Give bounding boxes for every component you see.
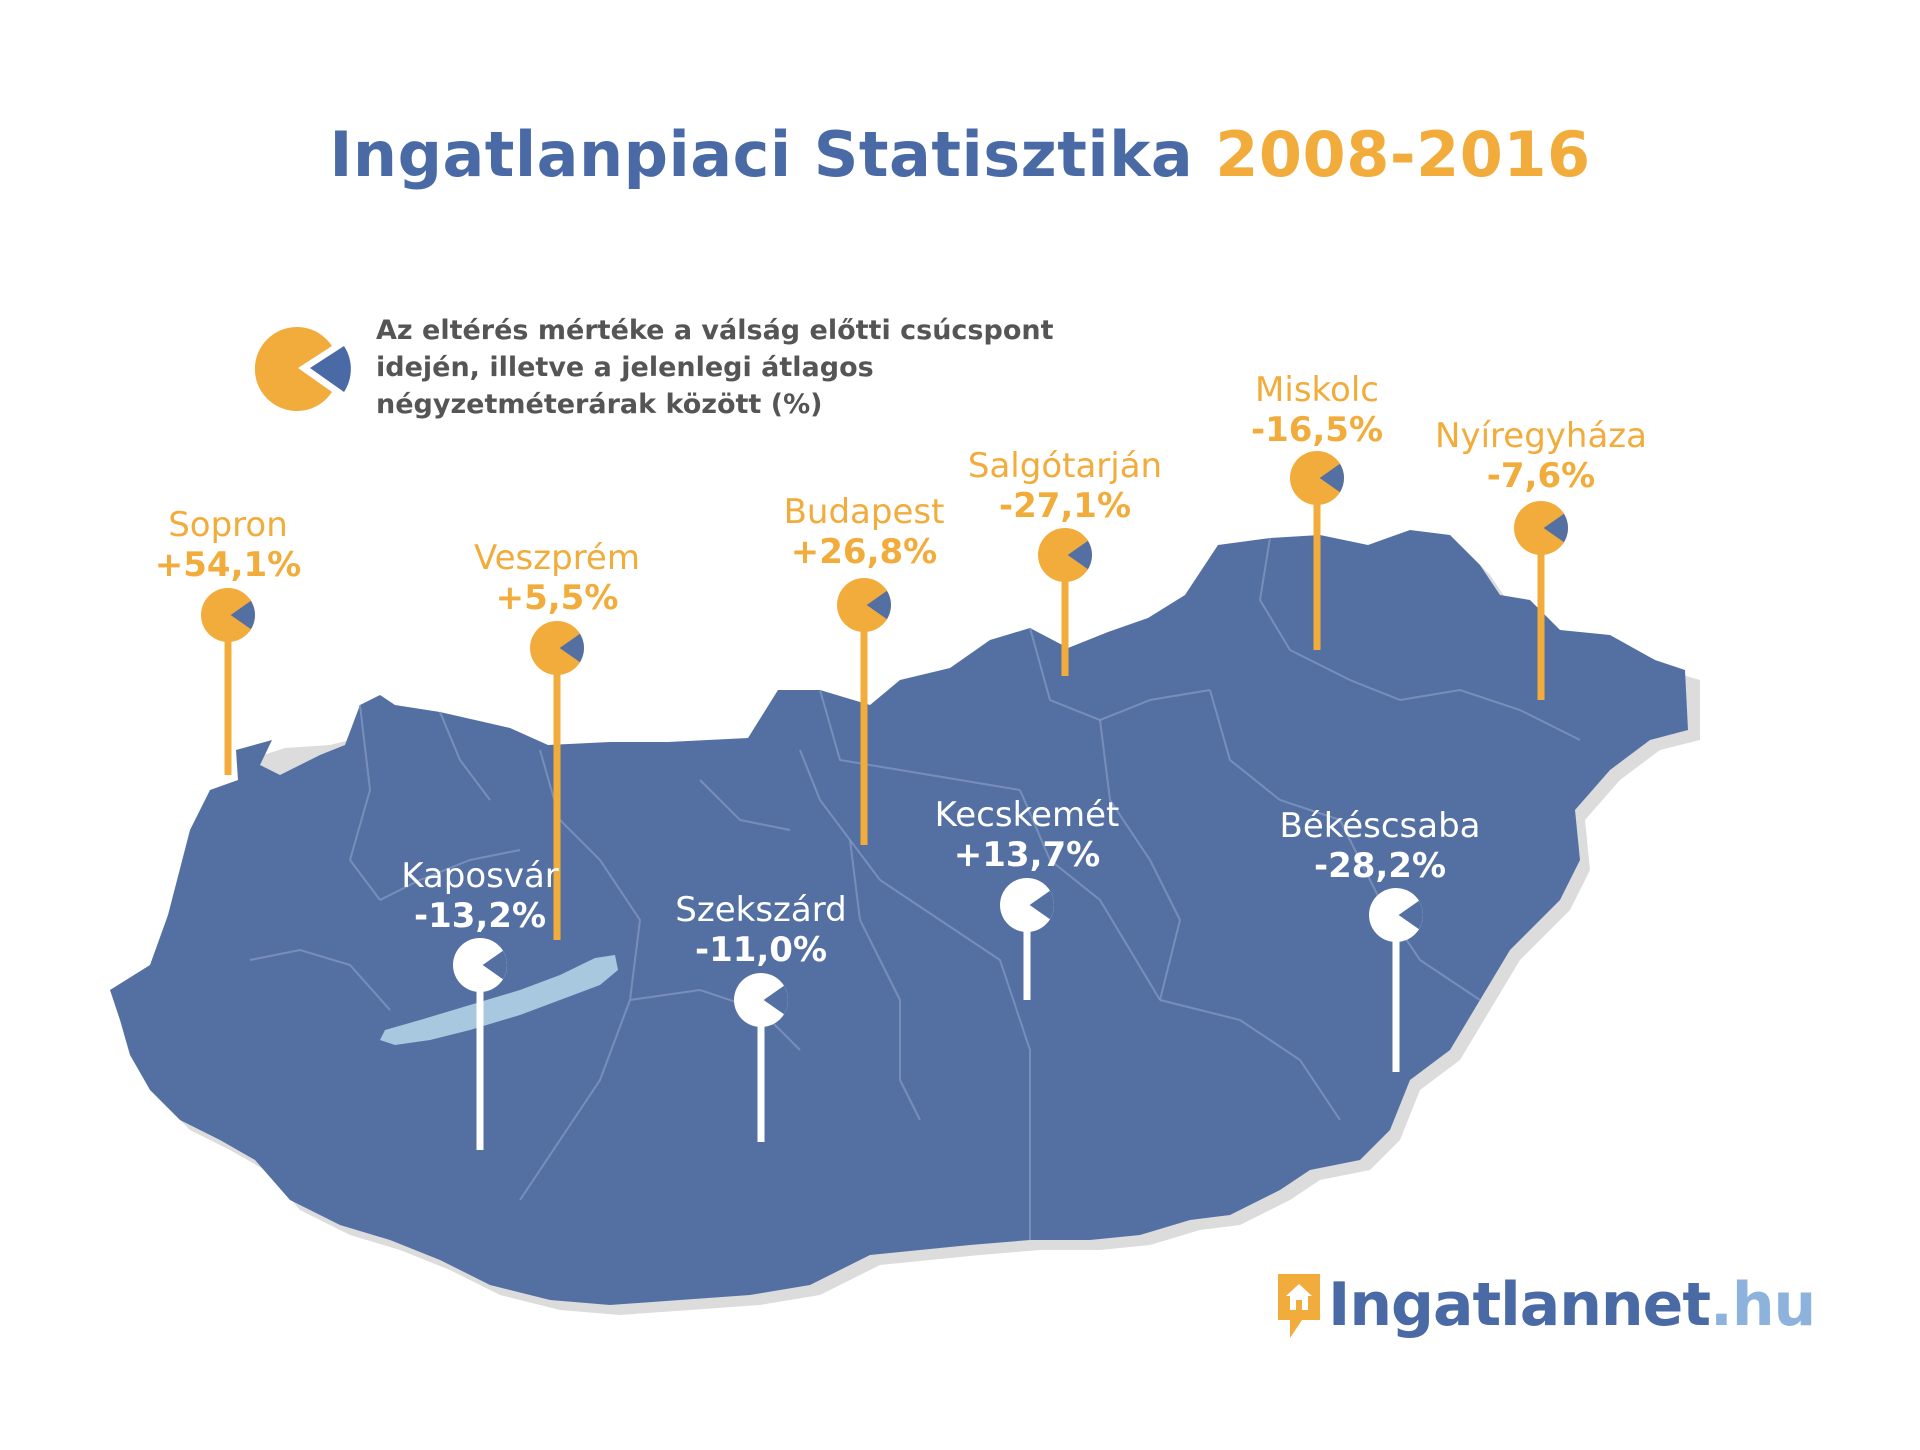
page-title: Ingatlanpiaci Statisztika 2008-2016 (0, 118, 1920, 191)
city-name: Budapest (783, 492, 945, 532)
city-name: Kecskemét (934, 795, 1120, 835)
city-name: Miskolc (1255, 370, 1379, 410)
title-years: 2008-2016 (1215, 118, 1591, 191)
pin-stem (1023, 905, 1031, 1000)
city-label-sopron: Sopron +54,1% (155, 505, 301, 585)
city-pins (201, 451, 1568, 1150)
country-shape (110, 530, 1688, 1305)
legend-text: Az eltérés mértéke a válság előtti csúcs… (376, 312, 1054, 423)
city-name: Nyíregyháza (1435, 416, 1647, 456)
lake-balaton (380, 955, 618, 1045)
pin-pie-icon (1290, 451, 1344, 505)
city-value: +13,7% (953, 835, 1101, 875)
city-value: -27,1% (998, 486, 1132, 526)
legend-line-1: Az eltérés mértéke a válság előtti csúcs… (376, 315, 1054, 346)
city-label-bekescsaba: Békéscsaba -28,2% (1279, 806, 1480, 886)
legend-line-2: idején, illetve a jelenlegi átlagos (376, 352, 874, 383)
city-value: -7,6% (1486, 456, 1596, 496)
pin-stem (757, 1000, 765, 1142)
pin-stem (476, 965, 484, 1150)
city-value: +26,8% (790, 532, 938, 572)
legend-line-3: négyzetméterárak között (%) (376, 389, 823, 420)
title-main: Ingatlanpiaci Statisztika (329, 118, 1194, 191)
legend: Az eltérés mértéke a válság előtti csúcs… (248, 312, 1108, 422)
pin-pie-icon (734, 973, 789, 1027)
pin-pie-icon (530, 621, 585, 675)
pin-stem (860, 605, 868, 845)
pin-stem (1392, 915, 1400, 1072)
pin-stem (1313, 478, 1321, 650)
legend-pie-icon (254, 327, 351, 411)
pin-stem (1537, 528, 1545, 700)
brand-text: Ingatlannet (1328, 1270, 1711, 1340)
pin-stem (1061, 555, 1069, 676)
city-label-nyiregyhaza: Nyíregyháza -7,6% (1435, 416, 1647, 496)
city-name: Salgótarján (967, 446, 1163, 486)
pin-pie-icon (201, 588, 255, 642)
brand-name: Ingatlannet.hu (1328, 1270, 1816, 1340)
city-label-salgotarjan: Salgótarján -27,1% (968, 446, 1162, 526)
city-value: -16,5% (1250, 410, 1384, 450)
city-name: Békéscsaba (1279, 806, 1481, 846)
pin-pie-icon (453, 938, 508, 992)
city-label-kecskemet: Kecskemét +13,7% (935, 795, 1120, 875)
city-value: -13,2% (413, 896, 547, 936)
pin-pie-icon (837, 578, 891, 632)
house-pin-icon (1278, 1274, 1320, 1338)
city-label-miskolc: Miskolc -16,5% (1251, 370, 1383, 450)
county-borders (249, 537, 1581, 1240)
city-name: Veszprém (474, 538, 640, 578)
city-value: -28,2% (1313, 846, 1447, 886)
city-value: -11,0% (694, 930, 828, 970)
city-label-kaposvar: Kaposvár -13,2% (401, 856, 559, 936)
city-name: Kaposvár (401, 856, 559, 896)
pin-pie-icon (1038, 528, 1092, 582)
city-value: +5,5% (495, 578, 619, 618)
pin-pie-icon (1000, 878, 1054, 932)
city-value: +54,1% (154, 545, 302, 585)
city-name: Szekszárd (675, 890, 847, 930)
pin-pie-icon (1369, 888, 1423, 942)
brand-logo: Ingatlannet.hu (1272, 1262, 1816, 1352)
city-label-szekszard: Szekszárd -11,0% (675, 890, 846, 970)
city-label-veszprem: Veszprém +5,5% (474, 538, 640, 618)
pin-stem (224, 615, 232, 775)
city-name: Sopron (168, 505, 288, 545)
pin-stem (553, 648, 561, 940)
brand-tld: .hu (1710, 1270, 1816, 1340)
pin-pie-icon (1514, 501, 1568, 555)
city-label-budapest: Budapest +26,8% (784, 492, 945, 572)
